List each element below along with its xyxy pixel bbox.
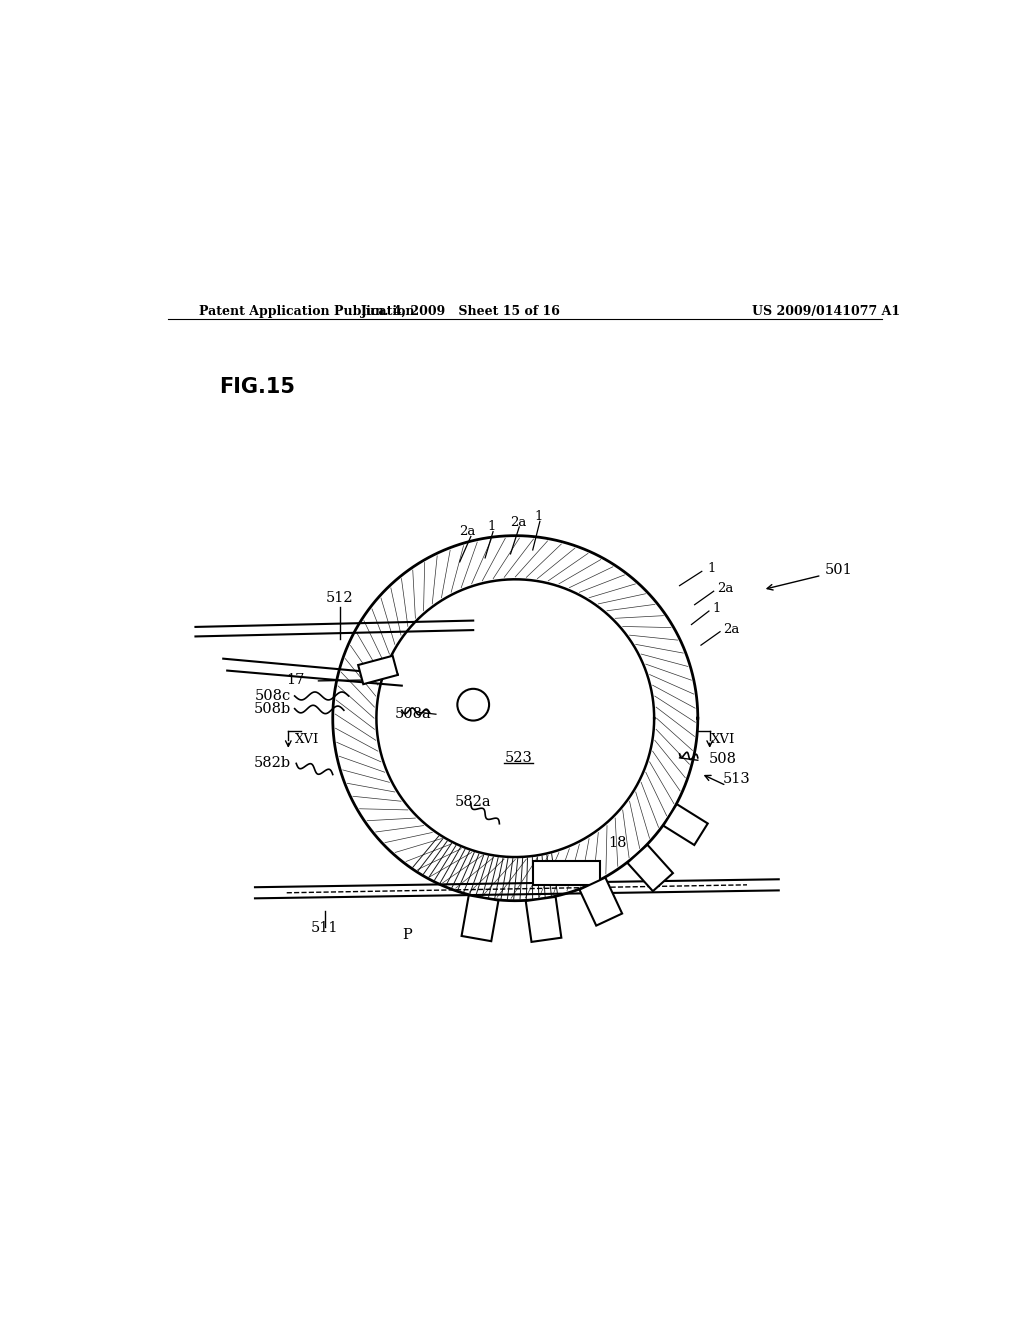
- Text: Jun. 4, 2009   Sheet 15 of 16: Jun. 4, 2009 Sheet 15 of 16: [361, 305, 561, 318]
- Circle shape: [378, 581, 652, 855]
- Text: 508: 508: [709, 751, 737, 766]
- Text: 582a: 582a: [455, 796, 492, 809]
- Text: 18: 18: [608, 836, 627, 850]
- Polygon shape: [628, 845, 673, 891]
- Text: XVI: XVI: [712, 733, 735, 746]
- Text: 523: 523: [505, 751, 532, 764]
- Text: 17: 17: [286, 673, 304, 688]
- Text: Patent Application Publication: Patent Application Publication: [200, 305, 415, 318]
- Polygon shape: [525, 896, 561, 942]
- Polygon shape: [664, 804, 708, 845]
- Polygon shape: [580, 878, 623, 925]
- Text: XVI: XVI: [295, 733, 319, 746]
- Text: 512: 512: [326, 590, 353, 605]
- Text: 511: 511: [311, 921, 339, 936]
- Polygon shape: [462, 895, 499, 941]
- Text: 508c: 508c: [254, 689, 291, 704]
- Text: 1: 1: [712, 602, 721, 615]
- Text: 2a: 2a: [717, 582, 733, 594]
- Text: 508b: 508b: [253, 702, 291, 715]
- Bar: [532, 861, 600, 884]
- Text: 1: 1: [487, 520, 496, 533]
- Text: 501: 501: [824, 562, 853, 577]
- Text: 2a: 2a: [723, 623, 739, 636]
- Text: 513: 513: [723, 772, 751, 787]
- Text: FIG.15: FIG.15: [219, 378, 295, 397]
- Bar: [358, 656, 397, 684]
- Text: 582b: 582b: [254, 755, 291, 770]
- Text: 1: 1: [708, 562, 716, 574]
- Text: 2a: 2a: [460, 525, 476, 539]
- Text: 1: 1: [535, 510, 544, 523]
- Text: 2a: 2a: [510, 516, 526, 529]
- Text: 508a: 508a: [395, 708, 432, 721]
- Text: US 2009/0141077 A1: US 2009/0141077 A1: [753, 305, 900, 318]
- Text: P: P: [402, 928, 413, 942]
